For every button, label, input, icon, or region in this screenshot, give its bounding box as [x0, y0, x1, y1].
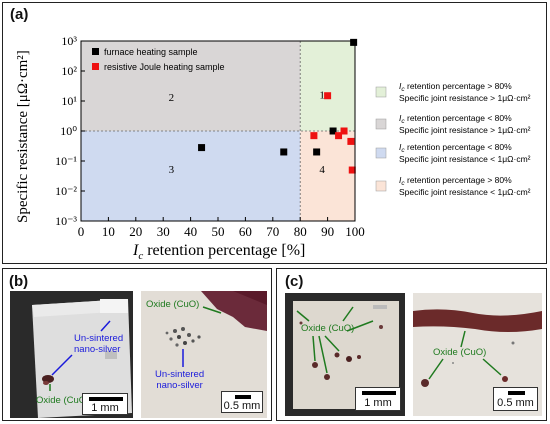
- furnace-point: [280, 148, 288, 156]
- panel-b-label: (b): [9, 273, 29, 290]
- scalebar-b-left: 1 mm: [82, 393, 128, 415]
- joule-point: [347, 137, 355, 145]
- y-tick-label: 10¹: [61, 94, 77, 108]
- annotation-unsintered: Un-sintered nano-silver: [74, 333, 124, 355]
- region-key-line1-1: Ic retention percentage > 80%: [399, 81, 512, 93]
- x-tick-label: 10: [102, 224, 115, 239]
- x-axis-label: Ic retention percentage [%]: [132, 242, 305, 262]
- region-1: [300, 41, 355, 131]
- arrows-b-right: [182, 306, 222, 367]
- region-label-1: 1: [319, 90, 325, 102]
- region-number-labels: 1 2 3 4: [169, 90, 326, 176]
- photo-b-left: Un-sintered nano-silver Oxide (CuO) 1 mm: [10, 291, 133, 418]
- furnace-point: [329, 127, 337, 135]
- legend-label-joule: resistive Joule heating sample: [104, 62, 225, 72]
- region-key-line2-2: Specific joint resistance > 1μΩ·cm²: [399, 125, 531, 135]
- legend-marker-furnace: [92, 48, 99, 55]
- x-tick-label: 80: [294, 224, 307, 239]
- scalebar-b-right: 0.5 mm: [221, 391, 263, 413]
- x-tick-label: 100: [345, 224, 365, 239]
- annotation-oxide-c-right: Oxide (CuO): [433, 347, 487, 358]
- region-label-3: 3: [169, 164, 175, 176]
- furnace-point: [198, 144, 206, 152]
- x-tick-label: 20: [129, 224, 142, 239]
- annotation-oxide-c-left: Oxide (CuO): [301, 323, 355, 334]
- scalebar-c-left: 1 mm: [355, 387, 401, 411]
- region-key-line1-4: Ic retention percentage > 80%: [399, 175, 512, 187]
- legend: furnace heating sample resistive Joule h…: [92, 47, 225, 72]
- region-key-line2-1: Specific joint resistance > 1μΩ·cm²: [399, 93, 531, 103]
- panel-c: (c) Oxide (CuO) 1 mm: [276, 268, 547, 421]
- annotation-oxide-b-right: Oxide (CuO): [146, 299, 200, 310]
- photo-c-right-image: [413, 309, 542, 387]
- x-tick-label: 70: [266, 224, 279, 239]
- panel-a: (a) 1 2 3 4 0 10 20 30 40 50 60 70 80 90 100 10⁻³ 10⁻²…: [2, 2, 547, 264]
- region-2: [81, 41, 301, 131]
- region-key-swatch-1: [375, 86, 387, 98]
- photo-c-right: Oxide (CuO) 0.5 mm: [413, 293, 542, 416]
- x-tick-label: 90: [321, 224, 334, 239]
- y-tick-label: 10⁻³: [55, 214, 77, 228]
- x-tick-label: 40: [184, 224, 197, 239]
- panel-b: (b) Un-sintered nano-silver Oxide (CuO) 1…: [2, 268, 272, 421]
- x-tick-label: 50: [212, 224, 225, 239]
- y-axis-ticks: 10⁻³ 10⁻² 10⁻¹ 10⁰ 10¹ 10² 10³: [55, 34, 85, 228]
- joule-point: [310, 132, 318, 140]
- y-tick-label: 10⁻²: [55, 184, 77, 198]
- region-key-swatch-3: [375, 147, 387, 159]
- region-key-line2-3: Specific joint resistance < 1μΩ·cm²: [399, 154, 531, 164]
- chart-regions: [81, 41, 355, 221]
- joule-point: [335, 132, 343, 140]
- region-key-swatch-2: [375, 118, 387, 130]
- y-axis-label: Specific resistance [μΩ·cm²]: [15, 50, 31, 223]
- annotation-oxide-b-left: Oxide (CuO): [36, 395, 90, 406]
- region-key-line1-3: Ic retention percentage < 80%: [399, 142, 512, 154]
- arrows-c-right: [428, 330, 502, 380]
- photo-b-right-image: [165, 291, 267, 347]
- x-tick-label: 60: [239, 224, 252, 239]
- region-label-2: 2: [169, 92, 175, 104]
- furnace-point: [350, 38, 358, 46]
- legend-marker-joule: [92, 63, 99, 70]
- scatter-chart: 1 2 3 4 0 10 20 30 40 50 60 70 80 90 100 10⁻³ 10⁻² 10⁻¹…: [15, 34, 531, 262]
- y-tick-label: 10³: [61, 34, 77, 48]
- furnace-point: [313, 148, 321, 156]
- scalebar-c-right: 0.5 mm: [493, 387, 538, 411]
- y-tick-label: 10⁻¹: [55, 154, 77, 168]
- region-key-line1-2: Ic retention percentage < 80%: [399, 113, 512, 125]
- region-label-4: 4: [319, 164, 325, 176]
- x-tick-label: 0: [78, 224, 85, 239]
- annotation-unsintered-b-right: Un-sintered nano-silver: [155, 369, 205, 391]
- y-tick-label: 10⁰: [60, 124, 77, 138]
- photo-b-left-image: [32, 299, 132, 418]
- photo-b-right: Oxide (CuO) Un-sintered nano-silver 0.5 m…: [141, 291, 267, 418]
- x-axis-ticks: 0 10 20 30 40 50 60 70 80 90 100: [78, 217, 365, 239]
- arrows-c-left: [296, 306, 374, 374]
- data-points: [198, 38, 358, 174]
- panel-c-label: (c): [285, 273, 304, 290]
- region-3: [81, 131, 301, 221]
- arrows-b-left: [49, 320, 111, 391]
- panel-a-label: (a): [10, 6, 29, 23]
- region-key-swatch-4: [375, 180, 387, 192]
- joule-point: [340, 127, 348, 135]
- x-tick-label: 30: [157, 224, 170, 239]
- photo-c-left: Oxide (CuO) 1 mm: [285, 293, 405, 416]
- legend-label-furnace: furnace heating sample: [104, 47, 198, 57]
- joule-point: [324, 92, 332, 100]
- y-tick-label: 10²: [61, 64, 77, 78]
- region-4: [300, 131, 355, 221]
- split-lines: [81, 41, 355, 221]
- region-key: Ic retention percentage > 80%Specific jo…: [375, 81, 531, 197]
- region-key-line2-4: Specific joint resistance < 1μΩ·cm²: [399, 187, 531, 197]
- joule-point: [348, 166, 356, 174]
